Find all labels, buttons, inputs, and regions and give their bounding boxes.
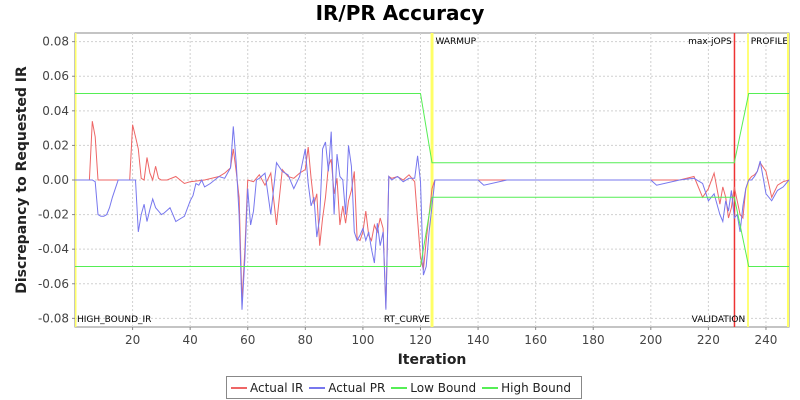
marker-label: HIGH_BOUND_IR — [77, 315, 151, 325]
x-tick-label: 140 — [467, 333, 490, 347]
legend-label: Actual PR — [328, 380, 386, 395]
legend-item: Actual PR — [309, 381, 385, 395]
x-axis-label: Iteration — [398, 352, 467, 368]
marker-band — [432, 33, 434, 327]
y-tick-label: 0.02 — [42, 138, 69, 152]
series-lines — [75, 93, 790, 310]
y-axis-label: Discrepancy to Requested IR — [14, 66, 30, 294]
x-tick-label: 40 — [183, 333, 198, 347]
x-tick-label: 100 — [351, 333, 374, 347]
x-tick-label: 240 — [755, 333, 778, 347]
x-tick-label: 20 — [125, 333, 140, 347]
y-axis-ticks: -0.08 -0.06 -0.04 -0.02 0.00 0.02 0.04 0.06 0.08 — [38, 35, 75, 325]
x-tick-label: 220 — [697, 333, 720, 347]
series-line — [75, 126, 790, 310]
series-line — [75, 121, 790, 309]
x-tick-label: 120 — [409, 333, 432, 347]
legend-swatch — [391, 386, 408, 389]
x-axis-ticks: 20 40 60 80 100 120 140 160 180 200 220 240 — [125, 327, 777, 347]
marker-label: max-jOPS — [688, 37, 732, 47]
y-tick-label: 0.00 — [42, 173, 69, 187]
x-tick-label: 200 — [639, 333, 662, 347]
legend-label: Low Bound — [410, 380, 477, 395]
y-tick-label: -0.06 — [38, 277, 69, 291]
y-tick-label: -0.02 — [38, 208, 69, 222]
x-tick-label: 180 — [582, 333, 605, 347]
marker-label: WARMUP — [435, 37, 476, 47]
marker-label: VALIDATION — [692, 315, 746, 325]
series-line — [75, 93, 789, 164]
legend-label: Actual IR — [250, 380, 304, 395]
series-line — [75, 196, 789, 267]
y-tick-label: 0.08 — [42, 35, 69, 49]
legend-swatch — [482, 386, 499, 389]
legend: Actual IR Actual PR Low Bound High Bound — [226, 376, 582, 399]
y-tick-label: 0.04 — [42, 104, 69, 118]
legend-item: Low Bound — [391, 381, 476, 395]
legend-swatch — [231, 386, 247, 389]
marker-band — [733, 33, 736, 327]
legend-swatch — [309, 386, 326, 389]
legend-label: High Bound — [501, 380, 571, 395]
y-tick-label: 0.06 — [42, 69, 69, 83]
x-tick-label: 80 — [298, 333, 313, 347]
marker-label: PROFILE — [751, 37, 789, 47]
legend-item: Actual IR — [231, 381, 303, 395]
legend-item: High Bound — [482, 381, 571, 395]
marker-band — [747, 33, 749, 327]
x-tick-label: 160 — [524, 333, 547, 347]
chart-title: IR/PR Accuracy — [315, 1, 485, 25]
y-tick-label: -0.08 — [38, 311, 69, 325]
y-tick-label: -0.04 — [38, 242, 69, 256]
x-tick-label: 60 — [240, 333, 255, 347]
marker-label: RT_CURVE — [384, 315, 430, 325]
